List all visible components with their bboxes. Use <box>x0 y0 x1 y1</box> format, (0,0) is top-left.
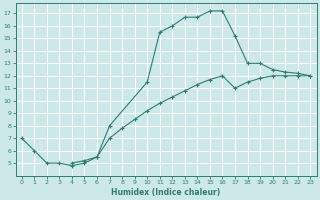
X-axis label: Humidex (Indice chaleur): Humidex (Indice chaleur) <box>111 188 221 197</box>
